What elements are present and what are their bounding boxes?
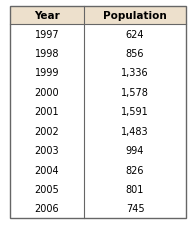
Bar [10,7,186,218]
Text: 1998: 1998 [34,49,59,59]
Text: 826: 826 [126,165,144,175]
Text: 801: 801 [126,184,144,194]
Text: 1999: 1999 [34,68,59,78]
Text: 1,578: 1,578 [121,88,149,97]
Bar [10,7,186,25]
Text: 2004: 2004 [34,165,59,175]
Text: 2006: 2006 [34,204,59,214]
Text: 2002: 2002 [34,126,59,136]
Text: 1,483: 1,483 [121,126,149,136]
Text: 2005: 2005 [34,184,59,194]
Text: 994: 994 [126,146,144,155]
Text: 2001: 2001 [34,107,59,117]
Text: Year: Year [34,11,60,21]
Text: 2000: 2000 [34,88,59,97]
Text: 1,336: 1,336 [121,68,149,78]
Text: 1,591: 1,591 [121,107,149,117]
Text: 856: 856 [126,49,144,59]
Text: 1997: 1997 [34,29,59,39]
Text: 2003: 2003 [34,146,59,155]
Text: 745: 745 [126,204,144,214]
Text: 624: 624 [126,29,144,39]
Text: Population: Population [103,11,167,21]
